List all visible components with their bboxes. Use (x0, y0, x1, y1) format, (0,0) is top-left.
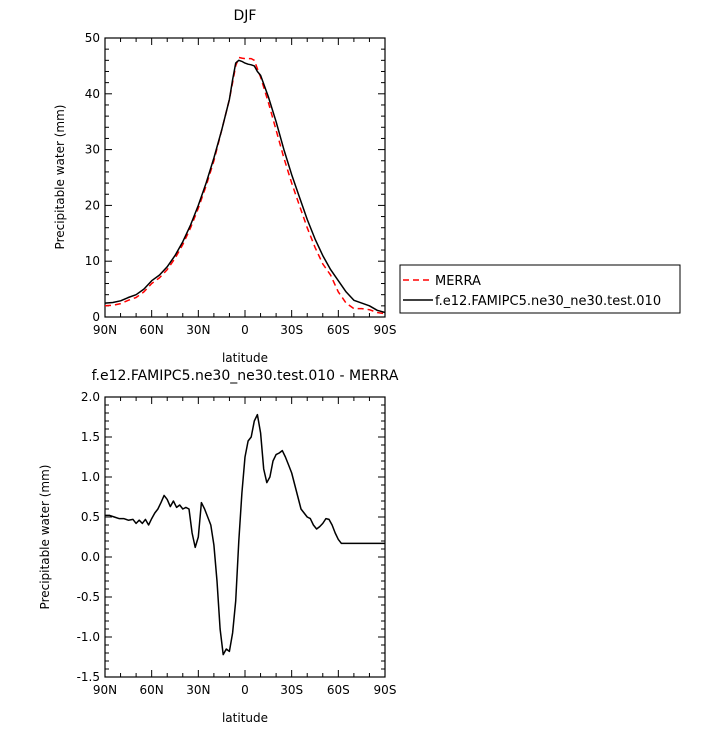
bottom-ylabel: Precipitable water (mm) (38, 465, 52, 610)
bottom-xtick-label: 0 (241, 683, 249, 697)
bottom-xtick-label: 60S (327, 683, 350, 697)
legend-box (399, 264, 681, 314)
bottom-ytick-label: 0.5 (81, 510, 100, 524)
top-panel: DJF latitude Precipitable water (mm) 90N… (53, 8, 396, 365)
bottom-series-difference-line (105, 413, 385, 656)
bottom-panel: f.e12.FAMIPC5.ne30_ne30.test.010 - MERRA… (38, 368, 399, 725)
bottom-plot-area: 90N 60N 30N 0 30S 60S 90S -1.5 -1.0 -0.5 0.0 0.5 1.0… (77, 390, 397, 697)
bottom-xtick-label: 60N (140, 683, 164, 697)
legend-label-model: f.e12.FAMIPC5.ne30_ne30.test.010 (435, 294, 661, 309)
top-ytick-label: 30 (85, 143, 100, 157)
top-xlabel: latitude (222, 351, 268, 365)
top-xtick-label: 90N (93, 323, 117, 337)
bottom-xtick-label: 90N (93, 683, 117, 697)
legend: MERRA f.e12.FAMIPC5.ne30_ne30.test.010 (399, 264, 681, 314)
bottom-ytick-label: -1.5 (77, 670, 100, 684)
top-xtick-label: 30N (186, 323, 210, 337)
bottom-plot-frame (104, 396, 386, 678)
top-plot-area: 90N 60N 30N 0 30S 60S 90S 0 10 20 30 40 50 (85, 31, 397, 337)
top-plot-frame (104, 37, 386, 318)
top-xtick-label: 60N (140, 323, 164, 337)
top-title: DJF (234, 8, 257, 24)
bottom-ytick-label: 2.0 (81, 390, 100, 404)
legend-label-merra: MERRA (435, 274, 481, 289)
bottom-xlabel: latitude (222, 711, 268, 725)
top-ytick-label: 20 (85, 198, 100, 212)
bottom-xtick-label: 90S (374, 683, 397, 697)
top-xtick-label: 30S (280, 323, 303, 337)
bottom-ytick-label: 1.5 (81, 430, 100, 444)
top-ytick-label: 40 (85, 87, 100, 101)
top-series-merra-line (104, 56, 386, 315)
bottom-ytick-label: 1.0 (81, 470, 100, 484)
bottom-ytick-label: -0.5 (77, 590, 100, 604)
top-ylabel: Precipitable water (mm) (53, 105, 67, 250)
bottom-ytick-label: -1.0 (77, 630, 100, 644)
top-xtick-label: 60S (327, 323, 350, 337)
top-ytick-label: 50 (85, 31, 100, 45)
top-ytick-label: 10 (85, 254, 100, 268)
bottom-xtick-label: 30S (280, 683, 303, 697)
bottom-xtick-label: 30N (186, 683, 210, 697)
top-xtick-label: 90S (374, 323, 397, 337)
top-xtick-label: 0 (241, 323, 249, 337)
top-series-model-line (104, 59, 386, 314)
bottom-title: f.e12.FAMIPC5.ne30_ne30.test.010 - MERRA (92, 368, 399, 384)
bottom-ytick-label: 0.0 (81, 550, 100, 564)
top-ytick-label: 0 (92, 310, 100, 324)
